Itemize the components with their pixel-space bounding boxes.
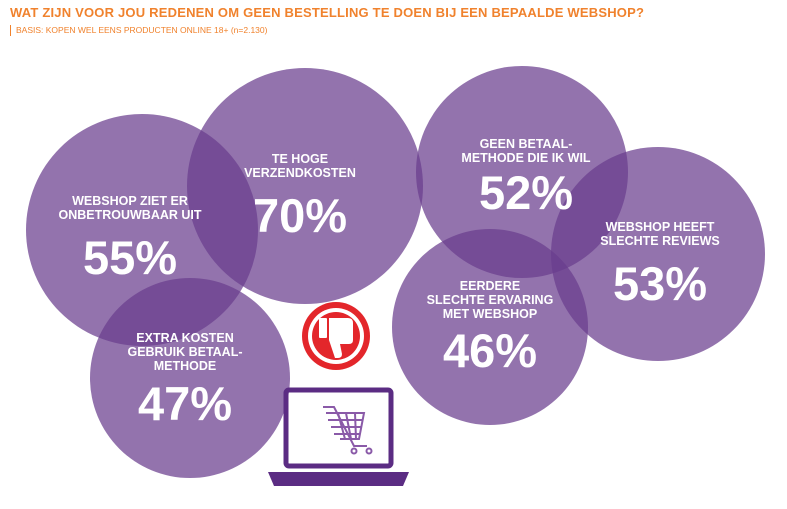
bubble-value: 53% — [613, 257, 707, 310]
bubble-value: 55% — [83, 231, 177, 284]
thumbs-down-icon — [302, 302, 370, 370]
bubble-label-line: MET WEBSHOP — [443, 307, 537, 321]
bubble-label-line: GEEN BETAAL- — [480, 137, 573, 151]
bubble-label-line: WEBSHOP HEEFT — [606, 220, 715, 234]
chart-title: WAT ZIJN VOOR JOU REDENEN OM GEEN BESTEL… — [10, 5, 645, 20]
laptop-icon — [268, 387, 409, 486]
bubble-52 — [416, 66, 628, 278]
bubble-value: 46% — [443, 324, 537, 377]
bubble-label-line: GEBRUIK BETAAL- — [127, 345, 242, 359]
bubble-value: 70% — [253, 189, 347, 242]
shopping-cart-icon — [323, 406, 373, 455]
bubble-label-line: EERDERE — [460, 279, 520, 293]
bubble-label-line: TE HOGE — [272, 152, 328, 166]
bubble-label-line: SLECHTE REVIEWS — [600, 234, 719, 248]
bubble-label-line: METHODE DIE IK WIL — [461, 151, 591, 165]
bubbles-group — [26, 66, 765, 478]
bubble-label-line: WEBSHOP ZIET ER — [72, 194, 188, 208]
bubble-46 — [392, 229, 588, 425]
bubble-label-line: VERZENDKOSTEN — [244, 166, 356, 180]
bubble-label-line: SLECHTE ERVARING — [427, 293, 554, 307]
bubble-label-line: EXTRA KOSTEN — [136, 331, 233, 345]
bubble-value: 52% — [479, 166, 573, 219]
bubble-label-line: METHODE — [154, 359, 217, 373]
bubble-47 — [90, 278, 290, 478]
chart-subtitle: BASIS: KOPEN WEL EENS PRODUCTEN ONLINE 1… — [10, 25, 267, 36]
bubble-label-line: ONBETROUWBAAR UIT — [58, 208, 201, 222]
bubble-value: 47% — [138, 377, 232, 430]
